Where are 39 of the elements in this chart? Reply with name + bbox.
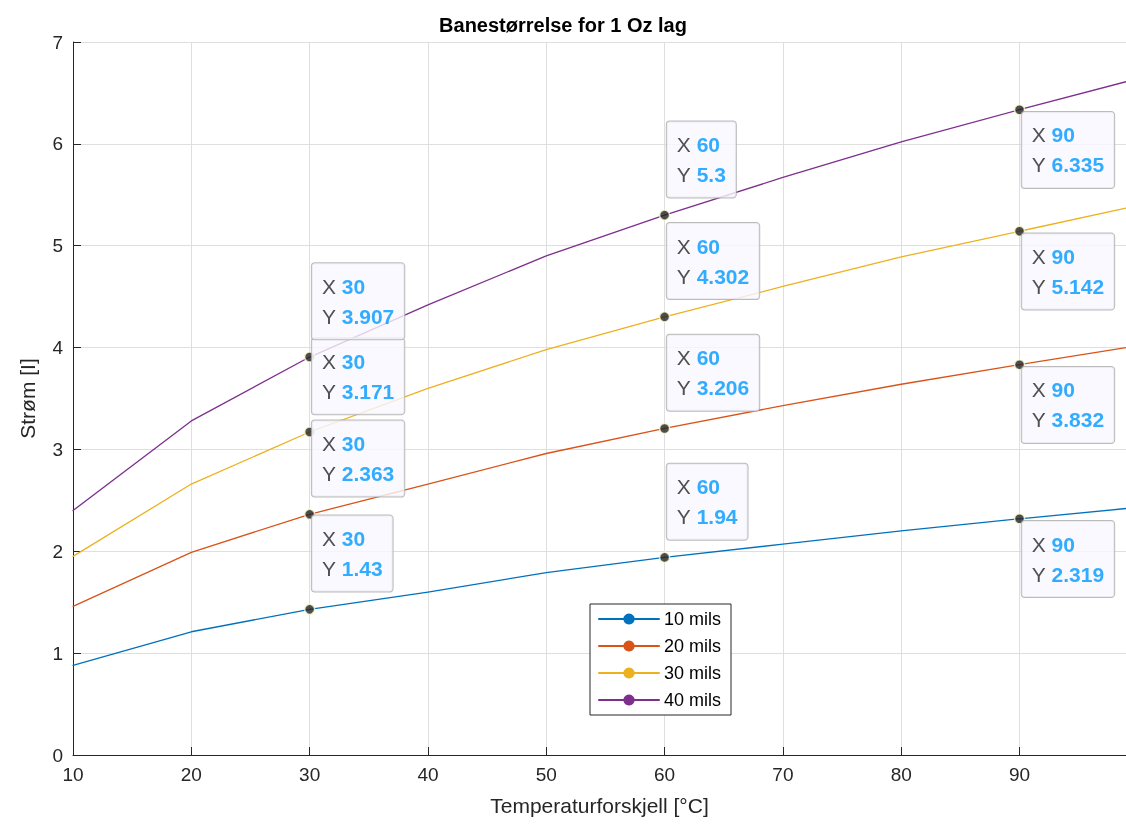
y-axis-title: Strøm [I] bbox=[16, 358, 39, 439]
annotation: X 90 Y 6.335 bbox=[1031, 123, 1105, 177]
x-tick-label: 70 bbox=[772, 764, 794, 785]
annotation: X 60 Y 4.302 bbox=[676, 234, 750, 288]
chart-title: Banestørrelse for 1 Oz lag bbox=[439, 14, 687, 36]
legend-label: 20 mils bbox=[664, 636, 722, 656]
y-tick-label: 0 bbox=[52, 744, 63, 766]
y-tick-label: 5 bbox=[52, 235, 63, 257]
y-tick-label: 4 bbox=[52, 337, 64, 359]
x-tick-label: 10 bbox=[62, 764, 84, 785]
annotation: X 60 Y 5.3 bbox=[676, 132, 726, 186]
legend-label: 40 mils bbox=[664, 690, 722, 710]
x-tick-label: 20 bbox=[180, 764, 202, 785]
annotation: X 90 Y 5.142 bbox=[1031, 245, 1105, 298]
annotation: X 90 Y 2.319 bbox=[1031, 532, 1105, 586]
x-axis-title: Temperaturforskjell [°C] bbox=[490, 794, 709, 817]
y-tick-label: 7 bbox=[52, 31, 63, 53]
annotation: X 60 Y 3.206 bbox=[676, 346, 750, 400]
annotation: X 60 Y 1.94 bbox=[676, 475, 738, 529]
line-series bbox=[72, 207, 1126, 558]
annotation: X 30 Y 3.171 bbox=[321, 349, 395, 403]
x-tick-label: 60 bbox=[654, 764, 676, 785]
legend-label: 30 mils bbox=[664, 663, 722, 683]
y-tick-label: 3 bbox=[52, 438, 63, 460]
x-tick-label: 30 bbox=[299, 764, 321, 785]
annotation: X 30 Y 3.907 bbox=[321, 274, 395, 328]
annotation: X 30 Y 1.43 bbox=[321, 527, 383, 581]
x-tick-label: 90 bbox=[1008, 764, 1031, 785]
y-tick-label: 2 bbox=[52, 540, 63, 562]
y-tick-label: 6 bbox=[52, 133, 63, 155]
x-tick-label: 80 bbox=[890, 764, 912, 785]
legend-label: 10 mils bbox=[664, 609, 722, 629]
x-tick-label: 50 bbox=[535, 764, 557, 785]
line-series bbox=[72, 346, 1126, 607]
annotation: X 90 Y 3.832 bbox=[1031, 378, 1105, 432]
line-series bbox=[72, 507, 1126, 667]
x-tick-label: 40 bbox=[417, 764, 439, 785]
y-tick-label: 1 bbox=[52, 642, 63, 664]
annotation: X 30 Y 2.363 bbox=[321, 432, 395, 486]
